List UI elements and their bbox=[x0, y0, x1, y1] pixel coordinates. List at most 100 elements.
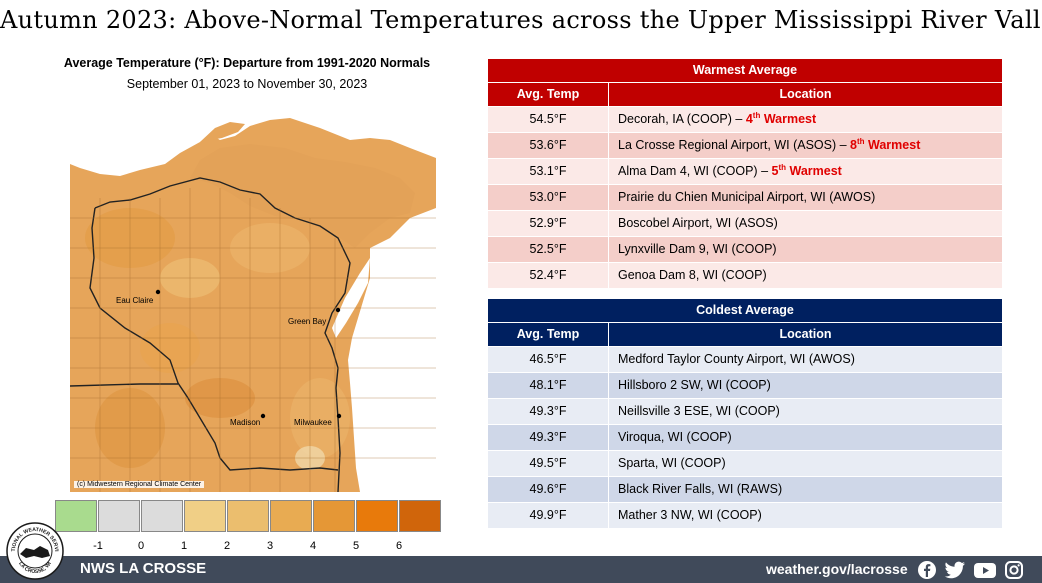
table-row: 49.3°F Viroqua, WI (COOP) bbox=[488, 424, 1002, 450]
location-name: Alma Dam 4, WI (COOP) – bbox=[618, 164, 772, 178]
nws-logo: NATIONAL WEATHER SERVICE LA CROSSE, WI bbox=[6, 522, 64, 580]
table-row: 49.9°F Mather 3 NW, WI (COOP) bbox=[488, 502, 1002, 528]
website-link[interactable]: weather.gov/lacrosse bbox=[766, 561, 908, 577]
rank-number: 4 bbox=[745, 112, 753, 126]
city-label-eau-claire: Eau Claire bbox=[116, 296, 154, 305]
location-cell: La Crosse Regional Airport, WI (ASOS) – … bbox=[609, 133, 1002, 158]
location-cell: Decorah, IA (COOP) – 4th Warmest bbox=[609, 107, 1002, 132]
city-label-milwaukee: Milwaukee bbox=[294, 418, 332, 427]
rank-suffix: th bbox=[778, 162, 787, 172]
warmest-table-title: Warmest Average bbox=[488, 59, 1002, 82]
location-cell: Hillsboro 2 SW, WI (COOP) bbox=[609, 373, 1002, 398]
legend-swatch bbox=[313, 500, 355, 532]
map-credit: (c) Midwestern Regional Climate Center bbox=[74, 481, 205, 488]
location-cell: Sparta, WI (COOP) bbox=[609, 451, 1002, 476]
legend-label: -1 bbox=[93, 540, 103, 552]
coldest-table-title: Coldest Average bbox=[488, 299, 1002, 322]
legend-swatch bbox=[98, 500, 140, 532]
legend-swatch bbox=[184, 500, 226, 532]
location-cell: Mather 3 NW, WI (COOP) bbox=[609, 503, 1002, 528]
avg-temp-cell: 49.5°F bbox=[488, 451, 609, 476]
office-name: NWS LA CROSSE bbox=[80, 560, 207, 577]
table-row: 53.0°F Prairie du Chien Municipal Airport… bbox=[488, 184, 1002, 210]
table-row: 52.4°F Genoa Dam 8, WI (COOP) bbox=[488, 262, 1002, 288]
warmest-table-header: Avg. Temp Location bbox=[488, 82, 1002, 106]
table-row: 53.6°F La Crosse Regional Airport, WI (AS… bbox=[488, 132, 1002, 158]
legend-label: 3 bbox=[266, 540, 274, 552]
legend-label: 5 bbox=[352, 540, 360, 552]
avg-temp-cell: 48.1°F bbox=[488, 373, 609, 398]
legend-swatch bbox=[227, 500, 269, 532]
table-row: 52.9°F Boscobel Airport, WI (ASOS) bbox=[488, 210, 1002, 236]
map-graphic: Eau Claire Green Bay Madison Milwaukee bbox=[70, 98, 436, 492]
col-location: Location bbox=[779, 327, 832, 341]
location-cell: Black River Falls, WI (RAWS) bbox=[609, 477, 1002, 502]
table-row: 49.3°F Neillsville 3 ESE, WI (COOP) bbox=[488, 398, 1002, 424]
location-name: Genoa Dam 8, WI (COOP) bbox=[618, 268, 767, 282]
warmest-table: Warmest Average Avg. Temp Location 54.5°… bbox=[488, 59, 1002, 288]
col-avg-temp: Avg. Temp bbox=[488, 83, 609, 106]
legend-swatch bbox=[270, 500, 312, 532]
legend-label: 2 bbox=[223, 540, 231, 552]
twitter-icon[interactable] bbox=[944, 560, 966, 580]
location-name: Neillsville 3 ESE, WI (COOP) bbox=[618, 404, 780, 418]
facebook-icon[interactable] bbox=[917, 560, 937, 580]
location-name: Sparta, WI (COOP) bbox=[618, 456, 726, 470]
location-cell: Neillsville 3 ESE, WI (COOP) bbox=[609, 399, 1002, 424]
rank-text: Warmest bbox=[864, 138, 921, 152]
avg-temp-cell: 52.5°F bbox=[488, 237, 609, 262]
table-row: 49.6°F Black River Falls, WI (RAWS) bbox=[488, 476, 1002, 502]
table-row: 52.5°F Lynxville Dam 9, WI (COOP) bbox=[488, 236, 1002, 262]
map-subtitle: September 01, 2023 to November 30, 2023 bbox=[126, 77, 368, 91]
legend-label: 4 bbox=[309, 540, 317, 552]
youtube-icon[interactable] bbox=[973, 560, 997, 580]
col-location: Location bbox=[779, 87, 832, 101]
avg-temp-cell: 52.9°F bbox=[488, 211, 609, 236]
location-cell: Medford Taylor County Airport, WI (AWOS) bbox=[609, 347, 1002, 372]
rank-number: 5 bbox=[771, 164, 779, 178]
legend-label: 1 bbox=[180, 540, 188, 552]
avg-temp-cell: 53.0°F bbox=[488, 185, 609, 210]
map-title: Average Temperature (°F): Departure from… bbox=[63, 56, 431, 70]
table-row: 54.5°F Decorah, IA (COOP) – 4th Warmest bbox=[488, 106, 1002, 132]
avg-temp-cell: 49.9°F bbox=[488, 503, 609, 528]
location-name: Black River Falls, WI (RAWS) bbox=[618, 482, 783, 496]
legend-swatch bbox=[356, 500, 398, 532]
location-name: Decorah, IA (COOP) – bbox=[618, 112, 746, 126]
avg-temp-cell: 49.3°F bbox=[488, 425, 609, 450]
rank-label: 5th Warmest bbox=[771, 162, 842, 178]
table-row: 49.5°F Sparta, WI (COOP) bbox=[488, 450, 1002, 476]
location-name: Boscobel Airport, WI (ASOS) bbox=[618, 216, 778, 230]
avg-temp-cell: 54.5°F bbox=[488, 107, 609, 132]
city-label-madison: Madison bbox=[230, 418, 260, 427]
legend-swatch bbox=[399, 500, 441, 532]
table-row: 46.5°F Medford Taylor County Airport, WI … bbox=[488, 346, 1002, 372]
avg-temp-cell: 52.4°F bbox=[488, 263, 609, 288]
temperature-departure-map: Eau Claire Green Bay Madison Milwaukee (… bbox=[70, 98, 436, 492]
table-row: 48.1°F Hillsboro 2 SW, WI (COOP) bbox=[488, 372, 1002, 398]
location-cell: Boscobel Airport, WI (ASOS) bbox=[609, 211, 1002, 236]
location-name: Viroqua, WI (COOP) bbox=[618, 430, 732, 444]
instagram-icon[interactable] bbox=[1004, 560, 1024, 580]
location-name: Prairie du Chien Municipal Airport, WI (… bbox=[618, 190, 876, 204]
rank-number: 8 bbox=[850, 138, 857, 152]
location-cell: Prairie du Chien Municipal Airport, WI (… bbox=[609, 185, 1002, 210]
rank-suffix: th bbox=[856, 136, 865, 146]
city-label-green-bay: Green Bay bbox=[288, 317, 326, 326]
location-name: Mather 3 NW, WI (COOP) bbox=[618, 508, 762, 522]
location-name: Medford Taylor County Airport, WI (AWOS) bbox=[618, 352, 855, 366]
location-cell: Alma Dam 4, WI (COOP) – 5th Warmest bbox=[609, 159, 1002, 184]
avg-temp-cell: 53.6°F bbox=[488, 133, 609, 158]
avg-temp-cell: 46.5°F bbox=[488, 347, 609, 372]
rank-label: 8th Warmest bbox=[850, 136, 921, 152]
page-title: Autumn 2023: Above-Normal Temperatures a… bbox=[0, 6, 1042, 34]
avg-temp-cell: 49.3°F bbox=[488, 399, 609, 424]
legend-swatch bbox=[55, 500, 97, 532]
rank-suffix: th bbox=[752, 110, 761, 120]
social-icons bbox=[917, 560, 1024, 580]
color-legend bbox=[55, 500, 442, 532]
rank-text: Warmest bbox=[760, 112, 817, 126]
location-cell: Viroqua, WI (COOP) bbox=[609, 425, 1002, 450]
avg-temp-cell: 53.1°F bbox=[488, 159, 609, 184]
legend-swatch bbox=[141, 500, 183, 532]
